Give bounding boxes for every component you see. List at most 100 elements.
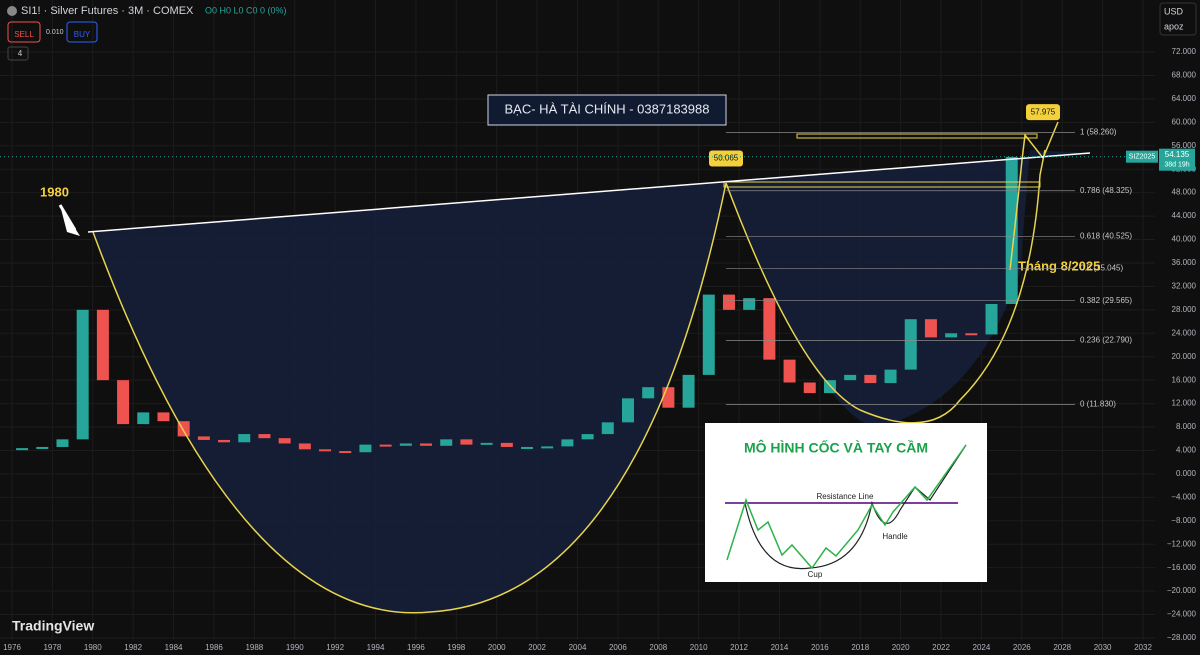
candle <box>440 439 453 446</box>
arrow <box>58 204 77 231</box>
candle <box>319 449 332 452</box>
y-tick-label: −4.000 <box>1171 492 1196 501</box>
annotation: Tháng 8/2025 <box>1018 258 1100 273</box>
x-tick-label: 1990 <box>286 643 304 652</box>
candle <box>621 398 634 423</box>
inset-label: Handle <box>882 532 908 541</box>
chart-title: BẠC- HÀ TÀI CHÍNH - 0387183988 <box>505 101 710 116</box>
x-tick-label: 2014 <box>771 643 789 652</box>
currency-menu[interactable] <box>1159 2 1197 36</box>
candle <box>803 382 816 394</box>
candle <box>924 319 937 338</box>
y-tick-label: 0.000 <box>1176 469 1197 478</box>
countdown: 38d 19h <box>1164 162 1189 169</box>
candle <box>157 412 170 422</box>
candle <box>642 387 655 399</box>
y-tick-label: 28.000 <box>1172 305 1197 314</box>
candle <box>339 451 352 454</box>
scale-mode: apoz <box>1164 21 1184 31</box>
candle <box>460 439 473 445</box>
x-tick-label: 2016 <box>811 643 829 652</box>
candle <box>783 359 796 383</box>
inset-label: Cup <box>808 570 823 579</box>
candle <box>662 387 675 408</box>
x-tick-label: 2010 <box>690 643 708 652</box>
candle <box>96 309 109 381</box>
y-tick-label: 36.000 <box>1172 258 1197 267</box>
ohlc: O0 H0 L0 C0 0 (0%) <box>205 5 287 15</box>
inset-title: MÔ HÌNH CỐC VÀ TAY CẦM <box>744 439 928 456</box>
candle <box>16 448 29 451</box>
candle <box>359 444 372 453</box>
x-tick-label: 1980 <box>84 643 102 652</box>
inset-label: Resistance Line <box>817 492 874 501</box>
y-tick-label: 16.000 <box>1172 375 1197 384</box>
candle <box>763 298 776 360</box>
currency: USD <box>1164 6 1184 16</box>
candle <box>480 442 493 445</box>
candle <box>702 294 715 375</box>
x-tick-label: 2018 <box>851 643 869 652</box>
cup-curve <box>92 182 727 614</box>
spread: 0.010 <box>46 29 64 36</box>
y-tick-label: 32.000 <box>1172 282 1197 291</box>
candle <box>844 374 857 381</box>
x-tick-label: 1978 <box>43 643 61 652</box>
y-tick-label: 4.000 <box>1176 446 1197 455</box>
x-tick-label: 1988 <box>245 643 263 652</box>
peak-zone <box>723 181 1041 188</box>
y-tick-label: 64.000 <box>1172 94 1197 103</box>
y-tick-label: 72.000 <box>1172 47 1197 56</box>
indicator-toggle[interactable] <box>7 46 29 61</box>
candle <box>985 303 998 335</box>
x-tick-label: 1994 <box>367 643 385 652</box>
candle <box>76 309 89 440</box>
candle <box>36 446 49 449</box>
inset-path <box>726 444 967 570</box>
sell-label: SELL <box>14 30 34 39</box>
y-tick-label: −12.000 <box>1167 539 1197 548</box>
x-tick-label: 2030 <box>1094 643 1112 652</box>
symbol-icon <box>7 6 17 16</box>
x-tick-label: 1976 <box>3 643 21 652</box>
price-callout-label: 57.975 <box>1031 107 1056 116</box>
x-tick-label: 2006 <box>609 643 627 652</box>
x-tick-label: 1996 <box>407 643 425 652</box>
price-callout-label: 50.065 <box>714 154 739 163</box>
resistance-line <box>87 152 1091 233</box>
sell-button[interactable] <box>7 21 41 43</box>
candle <box>218 439 231 443</box>
candle <box>722 294 735 310</box>
logo: TradingView <box>12 618 94 634</box>
y-tick-label: 68.000 <box>1172 71 1197 80</box>
cup-fill <box>88 150 1090 613</box>
y-tick-label: 20.000 <box>1172 352 1197 361</box>
x-tick-label: 1998 <box>447 643 465 652</box>
candle <box>500 442 513 447</box>
indicator-count: 4 <box>18 49 23 58</box>
candle <box>945 333 958 338</box>
candle <box>682 374 695 408</box>
fib-label: 0 (11.830) <box>1080 400 1116 409</box>
candle <box>258 434 271 439</box>
x-tick-label: 2032 <box>1134 643 1152 652</box>
x-tick-label: 2028 <box>1053 643 1071 652</box>
symbol: SI1! · Silver Futures · 3M · COMEX <box>21 5 194 17</box>
candle <box>278 438 291 444</box>
price-axis <box>1155 0 1200 655</box>
candle <box>965 333 978 336</box>
x-tick-label: 2004 <box>569 643 587 652</box>
buy-button[interactable] <box>66 21 98 43</box>
candle <box>1005 156 1018 304</box>
fib-label: 1 (58.260) <box>1080 128 1117 137</box>
title-box <box>487 94 727 126</box>
price-label: 54.135 <box>1165 150 1190 159</box>
candle <box>884 369 897 384</box>
fib-label: 0.618 (40.525) <box>1080 232 1132 241</box>
x-tick-label: 1986 <box>205 643 223 652</box>
fib-levels: 1 (58.260) 0.786 (48.325) 0.618 (40.525) 0.… <box>726 128 1132 409</box>
candle <box>399 443 412 446</box>
target-zone <box>796 133 1038 139</box>
x-tick-label: 1992 <box>326 643 344 652</box>
